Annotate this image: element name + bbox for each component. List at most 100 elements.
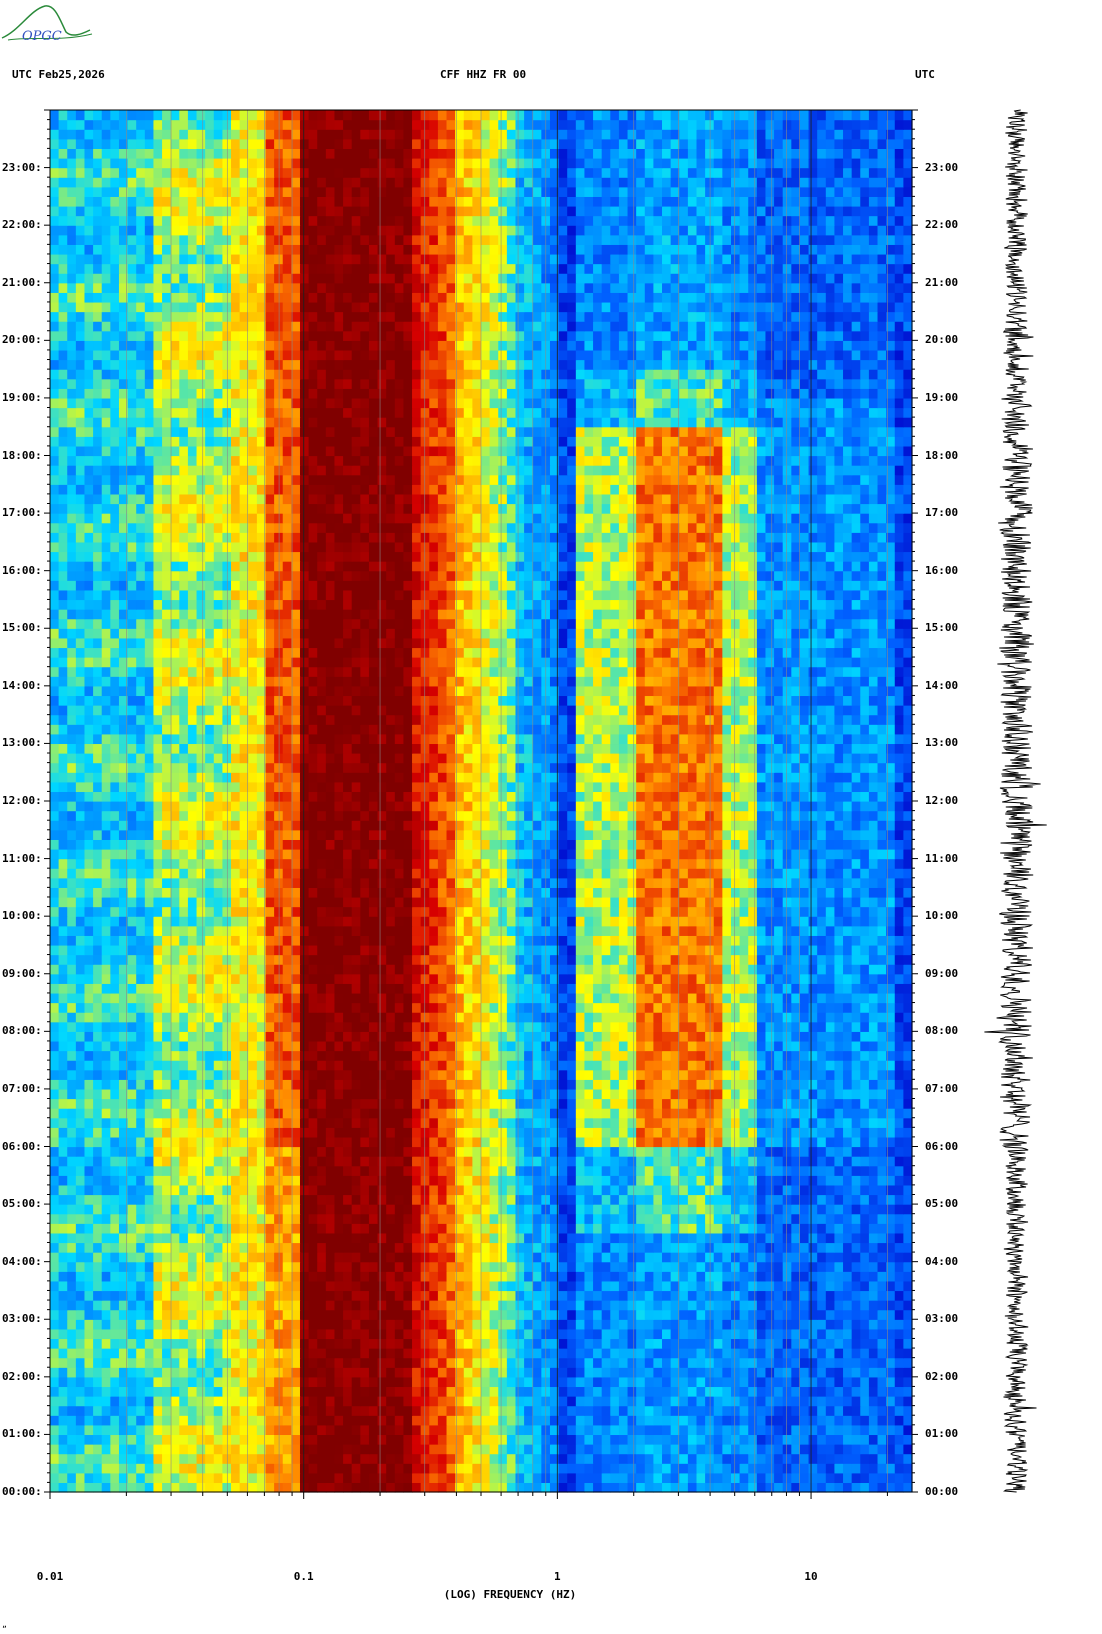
- heatmap-cell: [610, 1271, 620, 1282]
- heatmap-cell: [377, 1012, 387, 1023]
- heatmap-cell: [601, 1136, 611, 1148]
- heatmap-cell: [532, 1367, 542, 1378]
- heatmap-cell: [144, 1136, 155, 1148]
- heatmap-cell: [610, 1242, 620, 1253]
- heatmap-cell: [360, 1156, 370, 1167]
- heatmap-cell: [481, 1223, 491, 1234]
- heatmap-cell: [782, 1088, 792, 1100]
- heatmap-cell: [817, 1338, 827, 1349]
- heatmap-cell: [825, 1098, 836, 1109]
- heatmap-cell: [748, 1252, 758, 1263]
- heatmap-cell: [644, 1444, 654, 1455]
- heatmap-cell: [618, 1290, 629, 1301]
- heatmap-cell: [437, 1175, 448, 1186]
- heatmap-cell: [153, 1463, 163, 1474]
- heatmap-cell: [601, 1021, 611, 1032]
- heatmap-cell: [101, 1050, 111, 1061]
- heatmap-cell: [455, 1463, 465, 1474]
- heatmap-cell: [317, 1290, 327, 1301]
- heatmap-cell: [343, 1453, 353, 1464]
- heatmap-cell: [653, 1434, 663, 1445]
- heatmap-cell: [627, 1146, 637, 1157]
- heatmap-cell: [429, 1088, 439, 1100]
- heatmap-cell: [274, 1242, 284, 1253]
- heatmap-cell: [325, 1396, 336, 1407]
- heatmap-cell: [429, 1117, 439, 1128]
- heatmap-cell: [256, 1060, 267, 1071]
- heatmap-cell: [437, 1396, 448, 1407]
- heatmap-cell: [231, 1338, 241, 1349]
- heatmap-cell: [343, 1242, 353, 1253]
- heatmap-cell: [325, 1415, 336, 1426]
- heatmap-cell: [687, 1367, 698, 1378]
- heatmap-cell: [308, 1165, 318, 1176]
- heatmap-cell: [67, 1328, 77, 1340]
- heatmap-cell: [627, 1156, 637, 1167]
- heatmap-cell: [662, 1069, 672, 1080]
- heatmap-cell: [705, 1444, 715, 1455]
- heatmap-cell: [308, 1357, 318, 1368]
- heatmap-cell: [549, 1194, 560, 1205]
- heatmap-cell: [481, 1108, 491, 1119]
- heatmap-cell: [489, 1348, 499, 1359]
- heatmap-cell: [481, 1405, 491, 1416]
- heatmap-cell: [610, 1405, 620, 1416]
- heatmap-cell: [567, 1405, 577, 1416]
- heatmap-cell: [774, 1424, 784, 1436]
- heatmap-cell: [584, 1271, 594, 1282]
- heatmap-cell: [291, 1396, 301, 1407]
- heatmap-cell: [765, 1444, 775, 1455]
- heatmap-cell: [627, 1309, 637, 1320]
- heatmap-cell: [515, 1146, 525, 1157]
- heatmap-cell: [144, 1396, 155, 1407]
- heatmap-cell: [360, 1165, 370, 1176]
- heatmap-cell: [58, 1223, 68, 1234]
- heatmap-cell: [662, 1108, 672, 1119]
- heatmap-cell: [662, 1021, 672, 1032]
- heatmap-cell: [687, 1472, 698, 1484]
- heatmap-cell: [394, 1098, 405, 1109]
- heatmap-cell: [627, 1184, 637, 1196]
- heatmap-cell: [394, 1328, 405, 1340]
- heatmap-cell: [274, 1194, 284, 1205]
- heatmap-cell: [213, 1319, 223, 1330]
- heatmap-cell: [618, 1117, 629, 1128]
- heatmap-cell: [532, 1079, 542, 1090]
- heatmap-cell: [437, 1040, 448, 1052]
- heatmap-cell: [868, 1156, 879, 1167]
- heatmap-cell: [532, 1146, 542, 1157]
- heatmap-cell: [601, 1338, 611, 1349]
- heatmap-cell: [127, 1060, 137, 1071]
- heatmap-cell: [679, 1012, 689, 1023]
- heatmap-cell: [437, 1223, 448, 1234]
- heatmap-cell: [705, 1232, 715, 1244]
- heatmap-cell: [782, 1444, 792, 1455]
- heatmap-cell: [756, 1472, 767, 1484]
- heatmap-cell: [618, 1405, 629, 1416]
- heatmap-cell: [679, 1088, 689, 1100]
- heatmap-cell: [162, 1040, 172, 1052]
- heatmap-cell: [774, 1386, 784, 1397]
- heatmap-cell: [558, 1108, 568, 1119]
- heatmap-cell: [489, 1060, 499, 1071]
- heatmap-cell: [903, 1453, 913, 1464]
- heatmap-cell: [196, 1463, 206, 1474]
- heatmap-cell: [179, 1434, 189, 1445]
- heatmap-cell: [756, 1242, 767, 1253]
- heatmap-cell: [420, 1213, 430, 1224]
- heatmap-cell: [196, 1348, 206, 1359]
- heatmap-cell: [653, 1444, 663, 1455]
- heatmap-cell: [50, 1040, 60, 1052]
- heatmap-cell: [136, 1300, 146, 1311]
- heatmap-cell: [412, 1415, 422, 1426]
- heatmap-cell: [618, 1261, 629, 1272]
- heatmap-cell: [325, 1434, 336, 1445]
- heatmap-cell: [239, 1204, 249, 1215]
- heatmap-cell: [403, 1175, 413, 1186]
- heatmap-cell: [868, 1060, 879, 1071]
- heatmap-cell: [868, 1261, 879, 1272]
- heatmap-cell: [144, 1280, 155, 1292]
- heatmap-cell: [636, 1280, 646, 1292]
- heatmap-cell: [808, 1136, 818, 1148]
- heatmap-cell: [334, 1300, 344, 1311]
